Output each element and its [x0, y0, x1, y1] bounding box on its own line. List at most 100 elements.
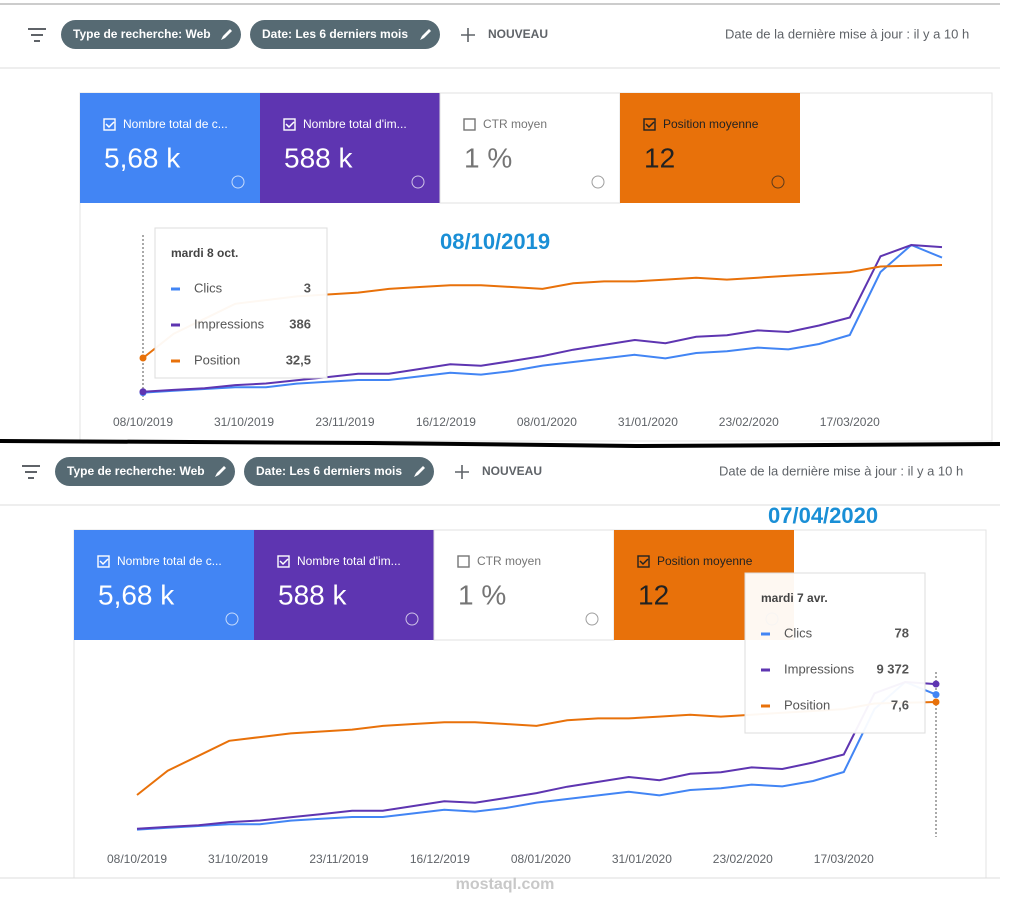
x-tick-label: 08/01/2020	[511, 852, 571, 866]
tooltip-label: Impressions	[784, 661, 855, 676]
chip-label: Type de recherche: Web	[73, 27, 211, 41]
metric-label: CTR moyen	[483, 117, 547, 131]
filter-icon[interactable]	[22, 465, 40, 479]
hover-dot	[932, 698, 940, 706]
series-line	[142, 243, 943, 394]
x-tick-label: 17/03/2020	[814, 852, 874, 866]
chip-label: Date: Les 6 derniers mois	[262, 27, 408, 41]
x-tick-label: 31/10/2019	[214, 415, 274, 429]
filter-chip[interactable]	[244, 457, 434, 486]
hover-dot	[932, 680, 940, 688]
metric-label: Nombre total de c...	[117, 554, 222, 568]
last-update: Date de la dernière mise à jour : il y a…	[719, 463, 963, 478]
check-mark	[105, 121, 115, 129]
tooltip-value: 9 372	[876, 661, 909, 676]
hover-dot	[932, 691, 940, 699]
plus-icon[interactable]	[455, 465, 469, 479]
check-mark	[285, 121, 295, 129]
x-tick-label: 31/01/2020	[618, 415, 678, 429]
tooltip-label: Clics	[784, 625, 813, 640]
x-tick-label: 23/02/2020	[713, 852, 773, 866]
filter-icon[interactable]	[28, 28, 46, 42]
help-icon	[771, 175, 785, 189]
tooltip-value: 32,5	[286, 352, 311, 367]
x-tick-label: 23/11/2019	[309, 852, 368, 866]
metric-checkbox	[463, 118, 476, 131]
metric-value: 1 %	[458, 579, 506, 610]
series-line	[142, 243, 943, 393]
filter-chip[interactable]	[250, 20, 440, 49]
tooltip-value: 78	[895, 625, 909, 640]
metric-checkbox	[283, 118, 296, 131]
x-tick-label: 31/10/2019	[208, 852, 268, 866]
edit-icon	[420, 29, 431, 40]
tooltip-label: Position	[194, 352, 240, 367]
date-annotation: 08/10/2019	[440, 229, 550, 254]
x-tick-label: 23/02/2020	[719, 415, 779, 429]
hover-dot	[139, 354, 147, 362]
x-tick-label: 16/12/2019	[410, 852, 470, 866]
metric-label: Position moyenne	[663, 117, 759, 131]
x-tick-label: 08/10/2019	[113, 415, 173, 429]
tooltip	[744, 572, 926, 734]
new-button[interactable]: NOUVEAU	[488, 27, 548, 41]
x-tick-label: 31/01/2020	[612, 852, 672, 866]
metric-value: 588 k	[278, 579, 347, 610]
x-tick-label: 17/03/2020	[820, 415, 880, 429]
new-button[interactable]: NOUVEAU	[482, 464, 542, 478]
metric-label: Nombre total d'im...	[297, 554, 401, 568]
metric-tile[interactable]	[80, 93, 260, 203]
tooltip-value: 7,6	[891, 697, 909, 712]
metric-label: CTR moyen	[477, 554, 541, 568]
metric-tile[interactable]	[433, 529, 615, 641]
metric-tile[interactable]	[620, 93, 800, 203]
help-icon	[231, 175, 245, 189]
metric-value: 12	[638, 579, 669, 610]
metric-value: 1 %	[464, 142, 512, 173]
metric-value: 588 k	[284, 142, 353, 173]
check-mark	[99, 558, 109, 566]
metric-checkbox	[637, 555, 650, 568]
metric-tile[interactable]	[74, 530, 254, 640]
metric-checkbox	[97, 555, 110, 568]
plus-icon[interactable]	[461, 28, 475, 42]
tooltip-value: 3	[304, 280, 311, 295]
edit-icon	[414, 466, 425, 477]
tooltip-label: Position	[784, 697, 830, 712]
metric-label: Nombre total de c...	[123, 117, 228, 131]
chip-label: Type de recherche: Web	[67, 464, 205, 478]
metric-tile[interactable]	[254, 530, 434, 640]
edit-icon	[221, 29, 232, 40]
date-annotation: 07/04/2020	[768, 503, 878, 528]
last-update: Date de la dernière mise à jour : il y a…	[725, 26, 969, 41]
metric-value: 5,68 k	[104, 142, 181, 173]
metric-tile[interactable]	[260, 93, 440, 203]
hover-dot	[139, 388, 147, 396]
x-tick-label: 23/11/2019	[315, 415, 374, 429]
metric-checkbox	[643, 118, 656, 131]
x-tick-label: 08/10/2019	[107, 852, 167, 866]
filter-chip[interactable]	[55, 457, 235, 486]
metric-value: 5,68 k	[98, 579, 175, 610]
check-mark	[645, 121, 655, 129]
filter-chip[interactable]	[61, 20, 241, 49]
help-icon	[585, 612, 599, 626]
tooltip-label: Clics	[194, 280, 223, 295]
edit-icon	[215, 466, 226, 477]
tooltip	[154, 227, 328, 379]
chip-label: Date: Les 6 derniers mois	[256, 464, 402, 478]
metric-checkbox	[457, 555, 470, 568]
tooltip-title: mardi 7 avr.	[761, 591, 828, 605]
series-line	[136, 680, 937, 831]
tooltip-title: mardi 8 oct.	[171, 246, 238, 260]
separator	[0, 439, 1001, 449]
metric-value: 12	[644, 142, 675, 173]
metric-label: Nombre total d'im...	[303, 117, 407, 131]
watermark: mostaql.com	[456, 876, 555, 893]
help-icon	[405, 612, 419, 626]
help-icon	[225, 612, 239, 626]
help-icon	[591, 175, 605, 189]
tooltip-label: Impressions	[194, 316, 265, 331]
metric-tile[interactable]	[439, 92, 621, 204]
